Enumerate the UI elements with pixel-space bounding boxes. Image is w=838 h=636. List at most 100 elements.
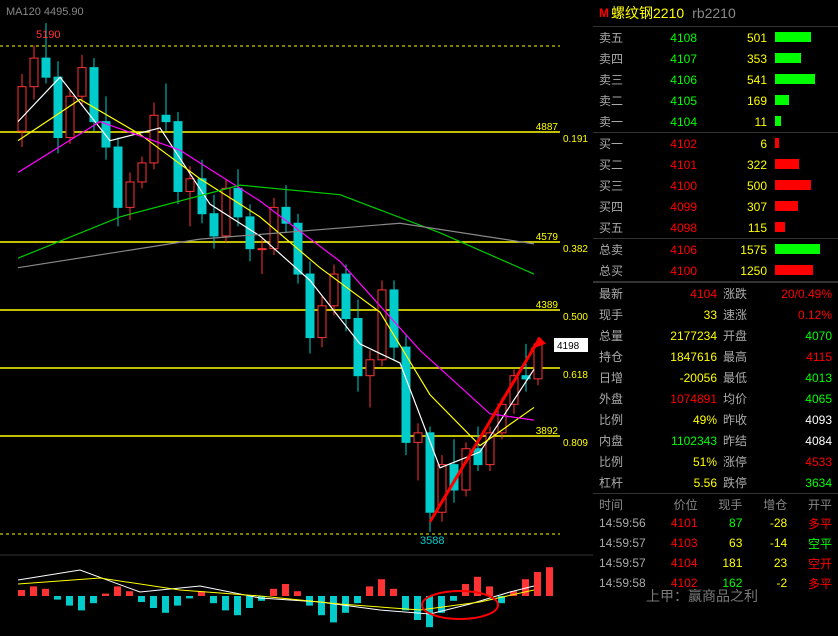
title-marker: M	[599, 6, 609, 20]
svg-text:3892: 3892	[536, 426, 559, 437]
orderbook-row[interactable]: 总买 4100 1250	[593, 260, 838, 281]
info-value: 2177234	[637, 329, 717, 343]
candlestick-chart[interactable]: 48870.19145790.38243890.5000.61838920.80…	[0, 0, 593, 636]
ob-volume: 541	[697, 73, 767, 87]
info-value: 4115	[761, 350, 832, 364]
tick-row[interactable]: 14:59:57 4103 63 -14 空平	[593, 533, 838, 553]
orderbook-row[interactable]: 买四 4099 307	[593, 196, 838, 217]
info-value: 4065	[761, 392, 832, 406]
orderbook-row[interactable]: 买三 4100 500	[593, 175, 838, 196]
ob-bar	[767, 243, 832, 257]
tick-time: 14:59:57	[599, 556, 653, 570]
info-value: 0.12%	[761, 308, 832, 322]
tick-side: 多平	[787, 575, 832, 592]
info-label: 最高	[723, 348, 761, 365]
orderbook-row[interactable]: 买五 4098 115	[593, 217, 838, 238]
contract-name: 螺纹钢2210	[611, 3, 684, 23]
ob-price: 4099	[637, 200, 697, 214]
tick-time: 14:59:56	[599, 516, 653, 530]
info-row: 最新 4104 涨跌 20/0.49%	[593, 283, 838, 304]
ob-price: 4101	[637, 158, 697, 172]
info-value: 4533	[761, 455, 832, 469]
ob-bar	[767, 52, 832, 66]
ob-volume: 1250	[697, 264, 767, 278]
ob-volume: 501	[697, 31, 767, 45]
ob-label: 买三	[599, 177, 637, 194]
ob-volume: 322	[697, 158, 767, 172]
svg-text:5190: 5190	[36, 29, 60, 41]
svg-text:4198: 4198	[557, 341, 580, 352]
info-label: 持仓	[599, 348, 637, 365]
ob-volume: 169	[697, 94, 767, 108]
orderbook-row[interactable]: 卖五 4108 501	[593, 27, 838, 48]
info-row: 持仓 1847616 最高 4115	[593, 346, 838, 367]
tick-time: 14:59:58	[599, 576, 653, 590]
info-label: 最低	[723, 369, 761, 386]
info-label: 日增	[599, 369, 637, 386]
ob-label: 买二	[599, 156, 637, 173]
tick-side: 空开	[787, 555, 832, 572]
ob-bar	[767, 158, 832, 172]
tick-price: 4103	[653, 536, 698, 550]
info-row: 内盘 1102343 昨结 4084	[593, 430, 838, 451]
ob-bar	[767, 179, 832, 193]
orderbook-row[interactable]: 卖二 4105 169	[593, 90, 838, 111]
ob-bar	[767, 221, 832, 235]
info-label: 外盘	[599, 390, 637, 407]
ob-price: 4100	[637, 179, 697, 193]
info-value: 4093	[761, 413, 832, 427]
tick-header: 时间价位现手增仓开平	[593, 493, 838, 513]
info-value: 33	[637, 308, 717, 322]
info-label: 最新	[599, 285, 637, 302]
info-value: 4104	[637, 287, 717, 301]
info-value: 1847616	[637, 350, 717, 364]
tick-vol: 181	[698, 556, 743, 570]
info-value: 51%	[637, 455, 717, 469]
info-row: 总量 2177234 开盘 4070	[593, 325, 838, 346]
info-value: 4013	[761, 371, 832, 385]
ob-price: 4100	[637, 264, 697, 278]
orderbook-row[interactable]: 买一 4102 6	[593, 133, 838, 154]
info-label: 比例	[599, 453, 637, 470]
tick-row[interactable]: 14:59:57 4104 181 23 空开	[593, 553, 838, 573]
ob-label: 买一	[599, 135, 637, 152]
ob-volume: 1575	[697, 243, 767, 257]
side-panel: M 螺纹钢2210 rb2210 卖五 4108 501 卖四 4107 353…	[593, 0, 838, 636]
svg-text:0.500: 0.500	[563, 312, 588, 323]
info-label: 现手	[599, 306, 637, 323]
info-row: 现手 33 速涨 0.12%	[593, 304, 838, 325]
info-value: 4084	[761, 434, 832, 448]
ob-price: 4105	[637, 94, 697, 108]
info-value: 20/0.49%	[761, 287, 832, 301]
tick-side: 多平	[787, 515, 832, 532]
tick-col-header: 价位	[653, 496, 698, 511]
chart-area[interactable]: MA120 4495.90 48870.19145790.38243890.50…	[0, 0, 593, 636]
ob-bar	[767, 73, 832, 87]
ob-price: 4107	[637, 52, 697, 66]
ob-label: 总卖	[599, 241, 637, 258]
info-row: 比例 49% 昨收 4093	[593, 409, 838, 430]
orderbook-row[interactable]: 卖一 4104 11	[593, 111, 838, 132]
ob-volume: 11	[697, 115, 767, 129]
tick-delta: -28	[742, 516, 787, 530]
info-label: 涨跌	[723, 285, 761, 302]
svg-text:4887: 4887	[536, 122, 559, 133]
info-row: 比例 51% 涨停 4533	[593, 451, 838, 472]
ob-label: 总买	[599, 262, 637, 279]
orderbook-row[interactable]: 卖四 4107 353	[593, 48, 838, 69]
tick-row[interactable]: 14:59:56 4101 87 -28 多平	[593, 513, 838, 533]
ob-bar	[767, 137, 832, 151]
info-label: 内盘	[599, 432, 637, 449]
tick-delta: 23	[742, 556, 787, 570]
tick-side: 空平	[787, 535, 832, 552]
info-label: 均价	[723, 390, 761, 407]
orderbook-row[interactable]: 买二 4101 322	[593, 154, 838, 175]
tick-col-header: 现手	[698, 496, 743, 511]
info-label: 杠杆	[599, 474, 637, 491]
info-value: 4070	[761, 329, 832, 343]
tick-time: 14:59:57	[599, 536, 653, 550]
orderbook-row[interactable]: 总卖 4106 1575	[593, 239, 838, 260]
tick-col-header: 时间	[599, 496, 653, 511]
ob-label: 卖三	[599, 71, 637, 88]
orderbook-row[interactable]: 卖三 4106 541	[593, 69, 838, 90]
